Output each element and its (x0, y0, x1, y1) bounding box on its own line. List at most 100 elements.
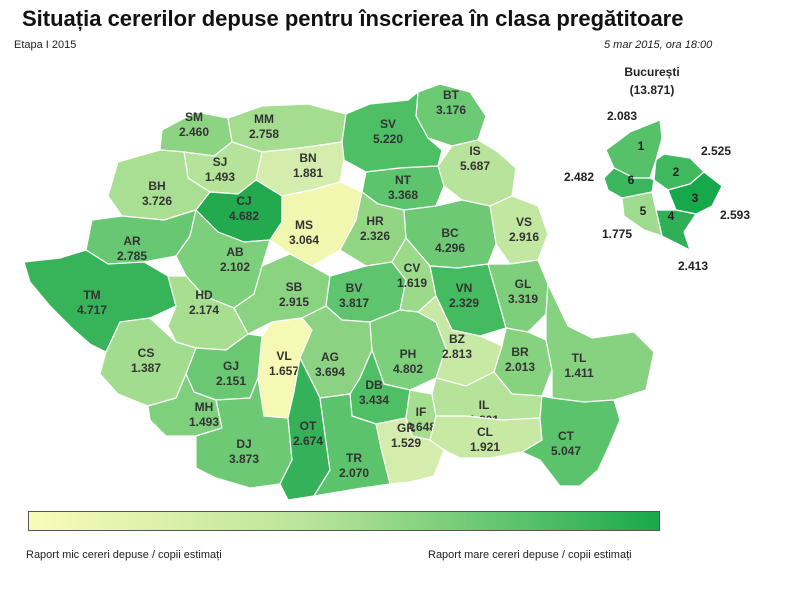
county-value-label: 2.648 (406, 420, 436, 434)
county-gj: GJ2.151 (185, 333, 263, 401)
county-value-label: 3.726 (142, 194, 172, 208)
county-value-label: 3.873 (229, 452, 259, 466)
county-mh: MH1.493 (147, 373, 223, 437)
county-code-label: IS (469, 144, 480, 158)
county-code-label: IL (479, 398, 490, 412)
county-vs: VS2.916 (489, 195, 549, 265)
bucharest-sector-2: 2 2.525 (653, 144, 731, 191)
county-bv: BV3.817 (325, 261, 407, 323)
county-code-label: IF (416, 405, 427, 419)
sector-number: 5 (640, 204, 647, 218)
county-bn: BN1.881 (255, 141, 345, 197)
county-code-label: SV (380, 117, 396, 131)
county-value-label: 4.802 (393, 362, 423, 376)
county-code-label: GJ (223, 359, 239, 373)
county-code-label: BH (148, 179, 165, 193)
county-code-label: NT (395, 173, 412, 187)
county-code-label: GL (515, 277, 532, 291)
county-code-label: GR (397, 421, 415, 435)
county-ct: CT5.047 (521, 395, 621, 487)
county-code-label: MM (254, 112, 274, 126)
county-code-label: CT (558, 429, 575, 443)
county-value-label: 1.657 (269, 364, 299, 378)
county-value-label: 2.813 (442, 347, 472, 361)
county-code-label: CJ (236, 194, 251, 208)
county-ag: AG3.694 (299, 305, 373, 399)
county-gl: GL3.319 (487, 259, 549, 333)
county-br: BR2.013 (493, 327, 553, 397)
county-code-label: DJ (236, 437, 251, 451)
county-value-label: 2.915 (279, 295, 309, 309)
county-code-label: BT (443, 88, 460, 102)
county-code-label: BV (346, 281, 363, 295)
county-code-label: BN (299, 151, 316, 165)
county-db: DB3.434 (349, 349, 411, 425)
timestamp: 5 mar 2015, ora 18:00 (604, 39, 713, 51)
county-shape (375, 417, 445, 485)
legend-high-label: Raport mare cereri depuse / copii estima… (428, 549, 632, 561)
county-bh: BH3.726 (107, 149, 211, 221)
counties-layer: SM2.460MM2.758BT3.176SV5.220SJ1.493BN1.8… (23, 83, 655, 501)
sector-shape (603, 167, 655, 199)
bucharest-sector-6: 6 2.482 (564, 167, 655, 199)
county-code-label: SM (185, 110, 203, 124)
county-value-label: 2.013 (505, 360, 535, 374)
county-code-label: BR (511, 345, 529, 359)
county-cv: CV1.619 (391, 237, 437, 313)
county-code-label: AB (226, 245, 244, 259)
county-value-label: 4.717 (77, 303, 107, 317)
county-value-label: 1.493 (189, 415, 219, 429)
county-ar: AR2.785 (85, 209, 197, 265)
bucharest-sector-3: 3 2.593 (667, 171, 750, 222)
county-code-label: TM (83, 288, 100, 302)
sector-shape (655, 209, 697, 251)
county-bc: BC4.296 (403, 199, 497, 269)
sector-number: 3 (692, 191, 699, 205)
county-value-label: 2.674 (293, 434, 323, 448)
county-value-label: 1.411 (564, 366, 594, 380)
county-vl: VL1.657 (257, 317, 313, 419)
map-title: Situația cererilor depuse pentru înscrie… (22, 6, 684, 31)
sector-value: 2.413 (678, 259, 708, 273)
county-value-label: 3.319 (508, 292, 538, 306)
county-value-label: 2.329 (449, 296, 479, 310)
bucharest-total: (13.871) (630, 83, 675, 97)
county-code-label: VL (276, 349, 291, 363)
sector-number: 2 (673, 165, 680, 179)
county-code-label: BC (441, 226, 459, 240)
sector-value: 2.083 (607, 109, 637, 123)
county-sm: SM2.460 (159, 110, 233, 157)
county-gr: GR1.529 (375, 417, 445, 485)
county-hd: HD2.174 (167, 275, 249, 351)
county-value-label: 2.102 (220, 260, 250, 274)
county-cs: CS1.387 (99, 317, 197, 407)
county-value-label: 3.176 (436, 103, 466, 117)
county-value-label: 2.174 (189, 303, 219, 317)
county-shape (489, 195, 549, 265)
bucharest-name: București (624, 65, 679, 79)
county-tl: TL1.411 (545, 283, 655, 403)
county-dj: DJ3.873 (195, 377, 293, 489)
county-shape (521, 395, 621, 487)
county-value-label: 2.785 (117, 249, 147, 263)
county-code-label: DB (365, 378, 383, 392)
sector-value: 2.525 (701, 144, 731, 158)
county-code-label: CL (477, 425, 493, 439)
county-code-label: PH (400, 347, 417, 361)
county-value-label: 2.758 (249, 127, 279, 141)
sector-value: 1.775 (602, 227, 632, 241)
county-value-label: 2.326 (360, 229, 390, 243)
county-code-label: MS (295, 218, 313, 232)
legend-gradient-bar (28, 511, 660, 531)
county-vn: VN2.329 (429, 263, 507, 337)
county-value-label: 1.493 (205, 170, 235, 184)
county-hr: HR2.326 (339, 191, 407, 267)
county-value-label: 2.916 (509, 230, 539, 244)
county-code-label: BZ (449, 332, 465, 346)
county-code-label: TR (346, 451, 362, 465)
county-value-label: 3.064 (289, 233, 319, 247)
county-value-label: 1.921 (470, 440, 500, 454)
county-value-label: 4.682 (229, 209, 259, 223)
county-value-label: 3.368 (388, 188, 418, 202)
